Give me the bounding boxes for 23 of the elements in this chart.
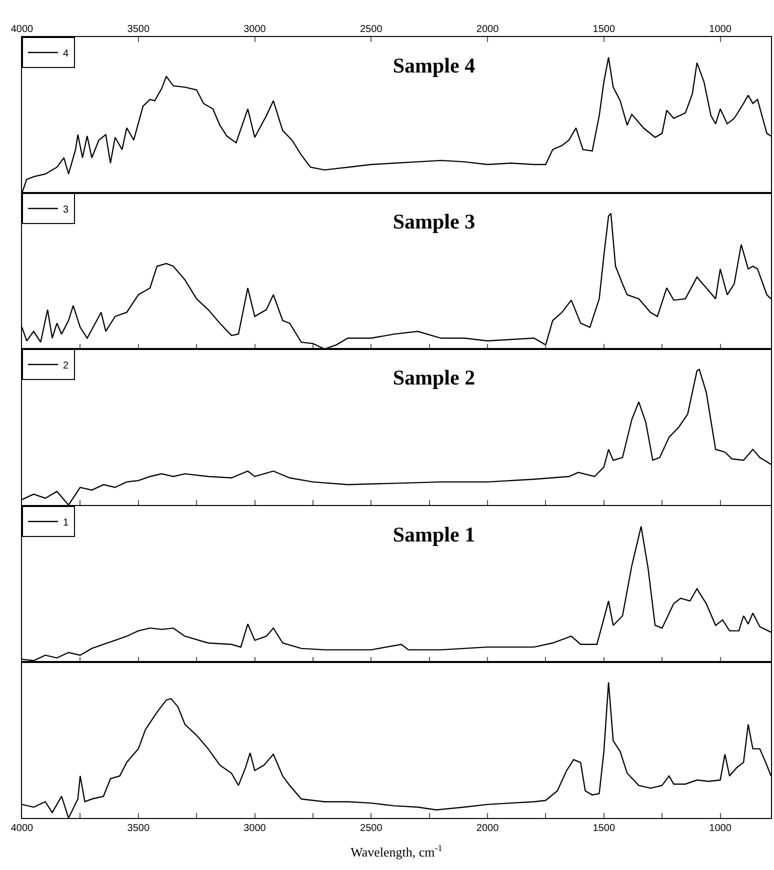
x-tick-label: 4000 — [10, 822, 34, 834]
chart-title: Sample 3 — [392, 210, 476, 234]
x-tick-label: 3000 — [244, 822, 266, 834]
chart-title: Sample 2 — [392, 366, 476, 390]
legend-label: 4 — [63, 48, 69, 60]
x-axis-title: Wavelength, cm$^{-1}$ — [350, 842, 442, 860]
x-tick-label: 1000 — [709, 822, 732, 834]
x-tick-label: 1000 — [709, 24, 732, 35]
x-tick-label: 3500 — [127, 822, 150, 834]
chart-title: Sample 4 — [392, 53, 476, 78]
x-tick-label: 2500 — [360, 24, 383, 35]
x-tick-label: 1500 — [592, 24, 616, 35]
x-tick-label: 2000 — [476, 822, 500, 834]
x-tick-label: 3500 — [127, 24, 150, 35]
legend-label: 2 — [63, 360, 69, 372]
x-tick-label: 3000 — [244, 24, 266, 35]
x-tick-label: 2000 — [476, 24, 500, 35]
x-tick-label: 4000 — [10, 24, 34, 35]
legend-label: 3 — [63, 204, 69, 216]
chart-title: Sample 1 — [392, 522, 476, 546]
x-tick-label: 2500 — [360, 822, 383, 834]
x-tick-label: 1500 — [592, 822, 616, 834]
legend-label: 1 — [63, 516, 69, 528]
